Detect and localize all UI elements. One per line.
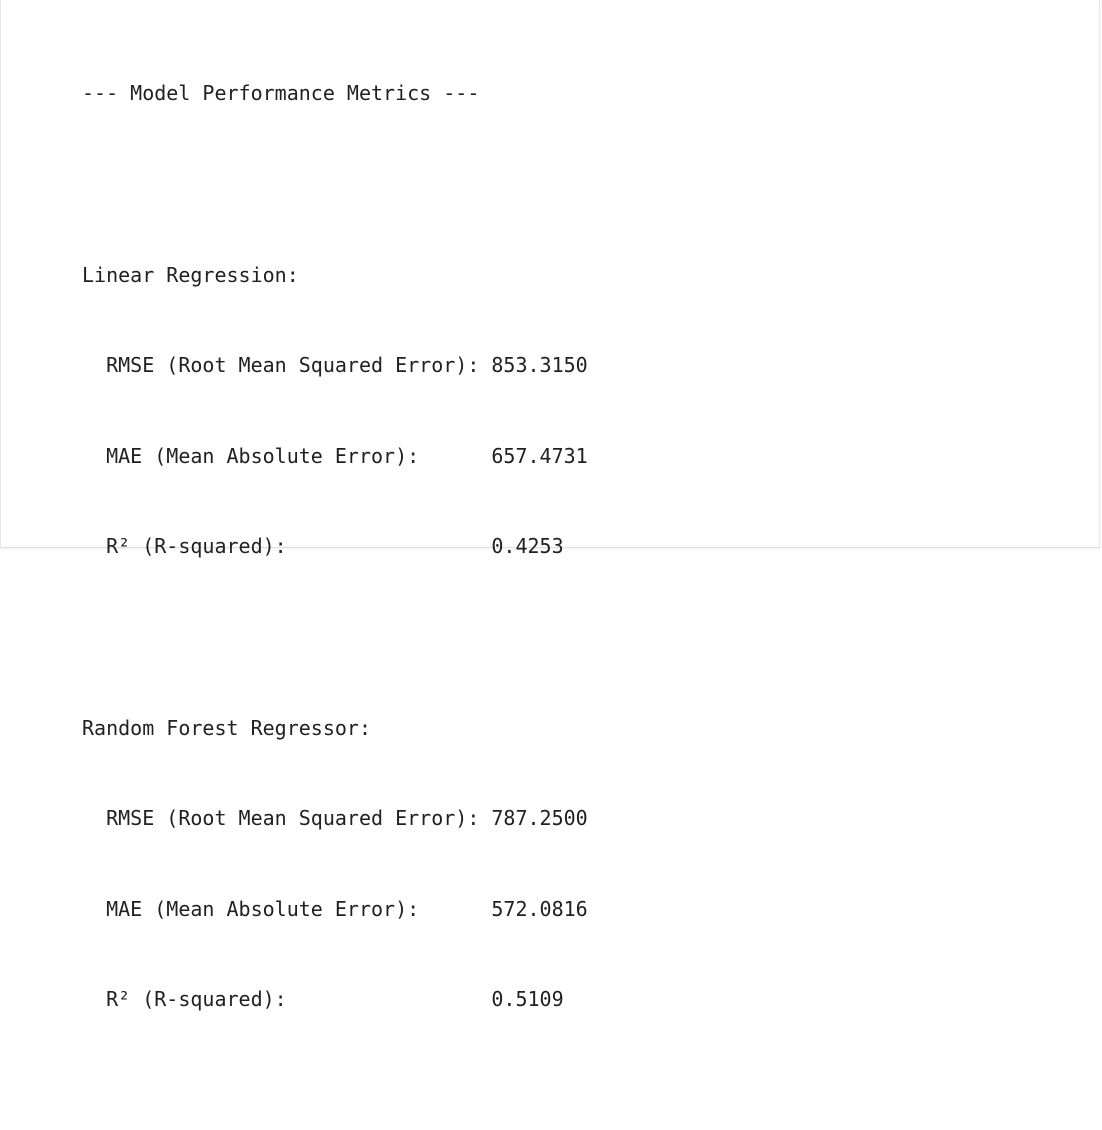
console-output: --- Model Performance Metrics --- Linear…	[82, 18, 780, 1130]
metric-mae-linear: MAE (Mean Absolute Error): 657.4731	[82, 443, 588, 468]
blank-line	[82, 622, 780, 652]
metric-rmse-linear: RMSE (Root Mean Squared Error): 853.3150	[82, 353, 588, 378]
metric-mae-random-forest: MAE (Mean Absolute Error): 572.0816	[82, 896, 588, 921]
blank-line	[82, 1075, 780, 1105]
model-heading-linear: Linear Regression:	[82, 262, 299, 287]
metric-rmse-random-forest: RMSE (Root Mean Squared Error): 787.2500	[82, 806, 588, 831]
cell-output-area: --- Model Performance Metrics --- Linear…	[0, 0, 1100, 1011]
model-heading-random-forest: Random Forest Regressor:	[82, 715, 371, 740]
blank-line	[82, 169, 780, 199]
metric-r2-random-forest: R² (R-squared): 0.5109	[82, 987, 564, 1012]
section-heading-metrics: --- Model Performance Metrics ---	[82, 81, 480, 106]
metric-r2-linear: R² (R-squared): 0.4253	[82, 534, 564, 559]
